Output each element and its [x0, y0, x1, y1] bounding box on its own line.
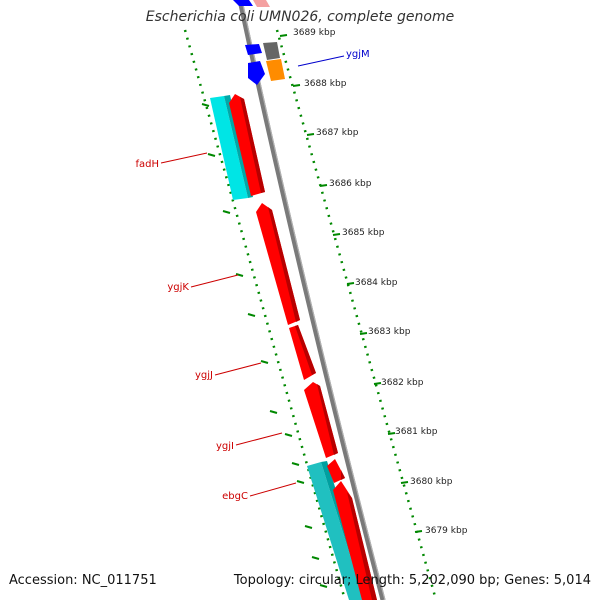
feature-ebgC-cyan: [307, 462, 364, 600]
gene-fadH-arrow: [229, 94, 265, 196]
feature-blue-arrow-1: [245, 44, 262, 55]
feature-gray-box: [263, 42, 280, 60]
gene-label-ygjM: ygjM: [346, 49, 370, 60]
feature-blue-arrow-2: [248, 61, 265, 85]
accession-label: Accession: NC_011751: [9, 573, 157, 588]
feature-orange-box: [266, 59, 285, 81]
feature-top-pink: [253, 0, 270, 7]
inner-dotted-ring: [183, 29, 347, 601]
tick-label-3683: 3683 kbp: [368, 327, 411, 337]
gene-label-ygjK: ygjK: [167, 282, 189, 293]
label-line-fadH: [160, 152, 208, 164]
map-title: Escherichia coli UMN026, complete genome: [145, 9, 455, 25]
gene-label-ebgC: ebgC: [222, 491, 248, 502]
tick-label-3679: 3679 kbp: [425, 526, 468, 536]
feature-fadH-cyan: [210, 96, 248, 200]
gene-ygjI-arrow: [327, 459, 345, 483]
label-line-ygjM: [297, 55, 345, 67]
tick-label-3688: 3688 kbp: [304, 79, 347, 89]
label-line-ygjI: [235, 432, 283, 446]
gene-label-ygjJ: ygjJ: [195, 370, 213, 381]
tick-label-3682: 3682 kbp: [381, 378, 424, 388]
tick-label-3685: 3685 kbp: [342, 228, 385, 238]
gene-ygjK-arrow: [256, 203, 300, 325]
label-line-ygjK: [190, 274, 239, 288]
tick-label-3689: 3689 kbp: [293, 28, 336, 38]
gene-ygjJ-arrow-2: [304, 382, 338, 458]
gene-label-fadH: fadH: [135, 159, 159, 170]
tick-label-3686: 3686 kbp: [329, 179, 372, 189]
tick-label-3680: 3680 kbp: [410, 477, 453, 487]
outer-ring-ticks: [279, 34, 423, 533]
outer-dotted-ring: [275, 29, 438, 601]
tick-label-3687: 3687 kbp: [316, 128, 359, 138]
gene-label-ygjI: ygjI: [216, 441, 234, 452]
tick-label-3684: 3684 kbp: [355, 278, 398, 288]
label-line-ygjJ: [214, 362, 262, 376]
inner-ring-dashes: [201, 103, 328, 588]
feature-top-blue: [233, 0, 253, 6]
label-line-ebgC: [249, 482, 297, 497]
genome-summary: Topology: circular; Length: 5,202,090 bp…: [233, 573, 591, 588]
tick-label-3681: 3681 kbp: [395, 427, 438, 437]
